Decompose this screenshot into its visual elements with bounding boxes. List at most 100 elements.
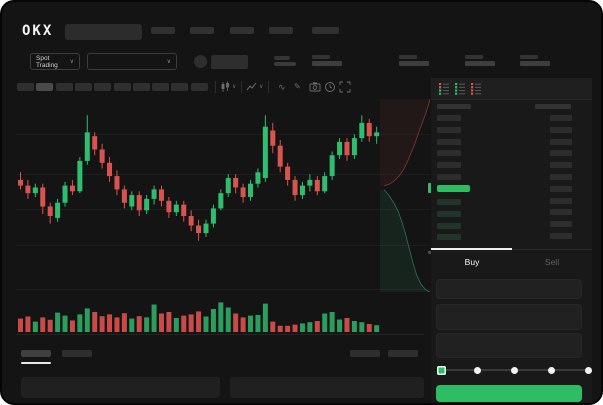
stat-value-placeholder <box>312 61 342 66</box>
orders-action-placeholder[interactable] <box>350 350 380 357</box>
timeframe-button[interactable] <box>17 83 34 91</box>
timeframe-button[interactable] <box>74 83 92 91</box>
candlestick-chart[interactable] <box>16 102 380 292</box>
volume-bar <box>248 315 254 332</box>
bid-price-bar[interactable] <box>437 234 461 241</box>
volume-bar <box>203 316 209 332</box>
candle-body <box>18 179 23 186</box>
amount-input[interactable] <box>436 304 582 330</box>
candle-body <box>359 122 365 139</box>
orderbook-header <box>431 78 592 100</box>
volume-bar <box>188 314 194 332</box>
last-price-bar[interactable] <box>437 185 470 192</box>
history-clock-icon[interactable] <box>324 81 336 93</box>
tab-sell[interactable]: Sell <box>544 257 560 267</box>
timeframe-button[interactable] <box>190 83 208 91</box>
ask-price-bar[interactable] <box>437 115 461 121</box>
orders-tab[interactable] <box>62 350 92 357</box>
bid-price-bar[interactable] <box>437 222 461 229</box>
orderbook-mode-asks-icon[interactable] <box>470 82 482 95</box>
price-line-placeholder <box>274 62 296 66</box>
candle-body <box>210 208 216 224</box>
candle-body <box>366 122 372 137</box>
candle-body <box>32 187 38 194</box>
chart-style-icon[interactable] <box>220 81 230 93</box>
ask-price-bar[interactable] <box>437 174 461 180</box>
timeframe-button[interactable] <box>55 83 73 91</box>
chevron-down-icon[interactable]: ∨ <box>259 84 264 90</box>
volume-bar <box>196 311 202 332</box>
okx-logo[interactable]: OKX <box>22 23 54 39</box>
timeframe-button[interactable] <box>36 83 54 91</box>
orderbook-mode-both-icon[interactable] <box>438 82 450 95</box>
timeframe-button[interactable] <box>171 83 189 91</box>
stat-value-placeholder <box>399 61 429 66</box>
candle-body <box>114 176 120 190</box>
timeframe-button[interactable] <box>94 83 112 91</box>
draw-tool-icon[interactable]: ✎ <box>294 82 301 91</box>
timeframe-button[interactable] <box>152 83 170 91</box>
ob-size-bar <box>550 162 572 169</box>
slider-handle[interactable] <box>436 365 446 375</box>
tab-buy[interactable]: Buy <box>464 257 480 267</box>
volume-bar <box>240 317 246 332</box>
chevron-down-icon: ∨ <box>166 58 171 65</box>
gridline <box>16 209 430 210</box>
timeframe-button[interactable] <box>113 83 131 91</box>
toolbar-divider <box>215 81 216 93</box>
slider-dot[interactable] <box>511 366 518 374</box>
volume-bar <box>255 315 261 332</box>
nav-item-placeholder[interactable] <box>190 27 214 34</box>
slider-dot[interactable] <box>474 366 482 374</box>
ask-price-bar[interactable] <box>437 126 461 133</box>
orders-tab-underline <box>21 362 51 364</box>
depth-chart[interactable] <box>380 99 430 292</box>
stat-label-placeholder <box>465 55 483 59</box>
candle-body <box>329 155 335 177</box>
orders-panel-placeholder <box>230 377 424 398</box>
market-type-selector[interactable]: Spot Trading ∨ <box>30 53 80 70</box>
candle-body <box>181 204 187 216</box>
candle-body <box>25 185 31 194</box>
volume-bar <box>322 313 328 332</box>
ask-price-bar[interactable] <box>437 150 461 157</box>
ob-size-bar <box>550 174 572 180</box>
chevron-down-icon[interactable]: ∨ <box>232 84 237 90</box>
fullscreen-icon[interactable] <box>339 81 351 93</box>
nav-item-placeholder[interactable] <box>312 27 339 34</box>
volume-bar <box>92 312 98 332</box>
pair-name-placeholder[interactable] <box>211 55 248 69</box>
ask-price-bar[interactable] <box>437 162 461 169</box>
bid-price-bar[interactable] <box>437 210 461 217</box>
camera-icon[interactable] <box>309 81 321 93</box>
slider-dot[interactable] <box>584 366 592 374</box>
ask-price-bar[interactable] <box>437 138 461 145</box>
orderbook-mode-bids-icon[interactable] <box>454 82 466 95</box>
indicators-icon[interactable] <box>246 81 257 93</box>
ob-size-bar <box>550 233 572 239</box>
timeframe-button[interactable] <box>132 83 150 91</box>
chevron-down-icon: ∨ <box>69 58 74 65</box>
line-tool-icon[interactable]: ∿ <box>278 82 286 92</box>
volume-bar <box>225 307 231 332</box>
nav-item-placeholder[interactable] <box>230 27 254 34</box>
volume-bar <box>18 318 23 332</box>
candle-body <box>270 130 276 146</box>
tab-indicator-base <box>512 249 592 250</box>
stat-value-placeholder <box>465 61 495 66</box>
orders-tab-active[interactable] <box>21 350 51 357</box>
pair-avatar[interactable] <box>194 55 207 68</box>
search-input[interactable] <box>65 24 142 40</box>
place-order-button[interactable] <box>436 385 582 402</box>
total-input[interactable] <box>436 333 582 358</box>
ob-size-bar <box>550 197 572 204</box>
bid-price-bar[interactable] <box>437 199 461 205</box>
candle-body <box>307 179 313 186</box>
orders-action-placeholder[interactable] <box>388 350 418 357</box>
slider-dot[interactable] <box>547 366 555 374</box>
pair-selector[interactable]: ∨ <box>87 53 177 70</box>
price-input[interactable] <box>436 279 582 299</box>
nav-item-placeholder[interactable] <box>269 27 293 34</box>
nav-item-placeholder[interactable] <box>151 27 175 34</box>
volume-chart[interactable] <box>16 298 380 332</box>
